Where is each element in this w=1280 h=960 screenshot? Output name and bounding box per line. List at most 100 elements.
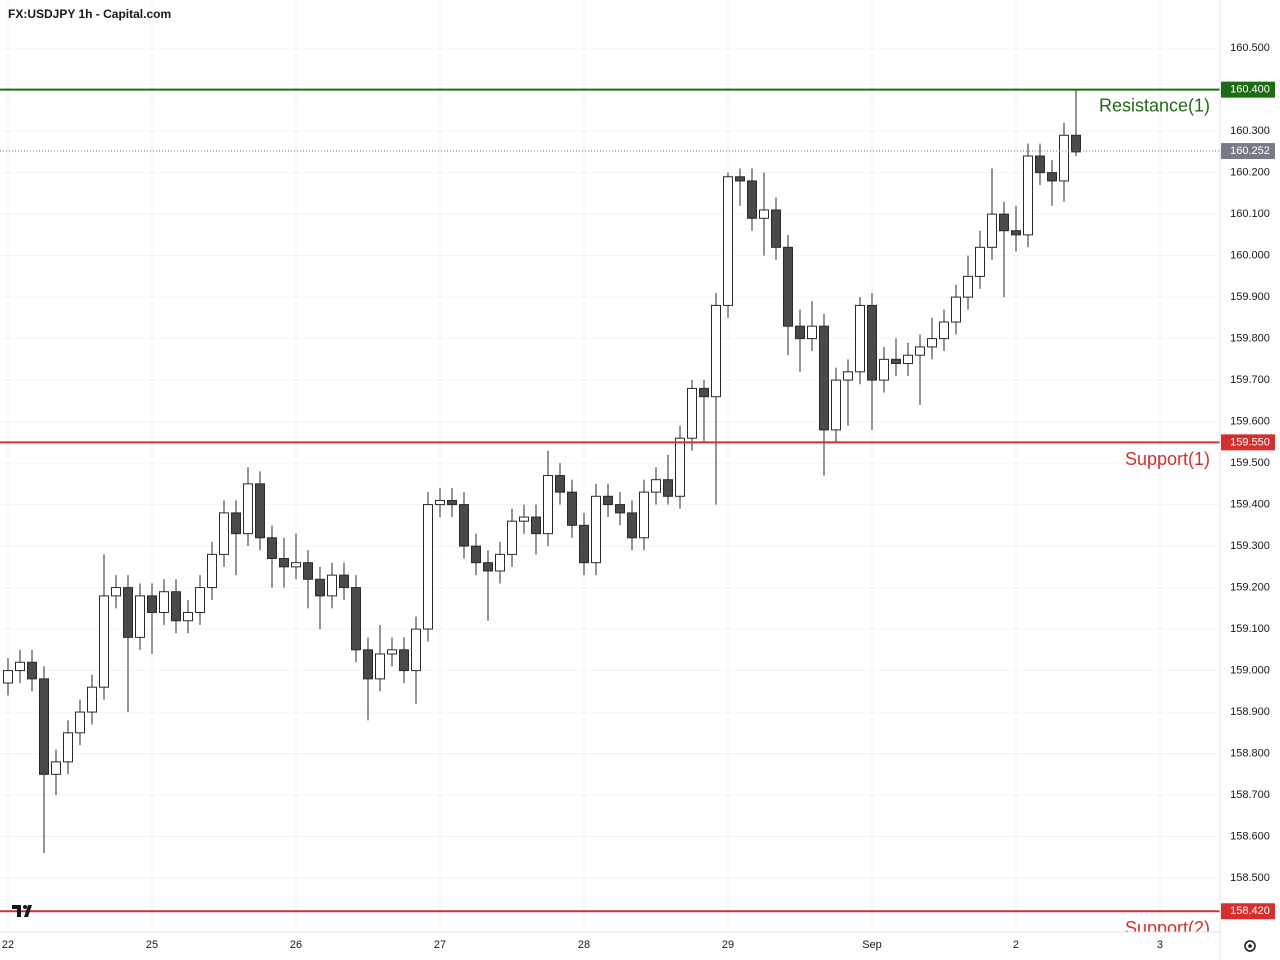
y-tick-label: 159.000 <box>1230 664 1270 676</box>
y-tick-label: 159.800 <box>1230 333 1270 345</box>
candle-body <box>938 321 949 340</box>
x-tick-label: 3 <box>1157 939 1163 951</box>
candle-body <box>602 495 613 506</box>
candle-body <box>38 678 49 775</box>
candle-body <box>434 499 445 506</box>
x-tick-label: 26 <box>290 939 302 951</box>
candle-body <box>206 553 217 589</box>
candle-body <box>746 180 757 219</box>
candle-body <box>494 553 505 572</box>
x-tick-label: 27 <box>434 939 446 951</box>
candle-body <box>302 562 313 580</box>
candle-body <box>110 587 121 597</box>
candle-body <box>974 246 985 277</box>
level-tag-label: 159.550 <box>1230 436 1270 448</box>
candle-body <box>350 587 361 651</box>
x-tick-label: 28 <box>578 939 590 951</box>
candle-body <box>866 304 877 381</box>
candle-body <box>482 562 493 572</box>
settings-icon[interactable] <box>1244 940 1256 952</box>
candle-body <box>806 325 817 340</box>
y-tick-label: 159.500 <box>1230 457 1270 469</box>
candle-body <box>218 512 229 555</box>
level-tag <box>1221 434 1275 451</box>
candle-body <box>230 512 241 535</box>
y-tick-label: 159.600 <box>1230 416 1270 428</box>
candle-body <box>98 595 109 688</box>
candle-body <box>1022 155 1033 236</box>
candle-body <box>50 761 61 775</box>
candle-body <box>422 504 433 630</box>
x-tick-label: 22 <box>2 939 14 951</box>
candle-body <box>2 670 13 684</box>
candle-body <box>734 176 745 182</box>
candle-body <box>290 562 301 568</box>
candle-body <box>926 338 937 348</box>
y-tick-label: 160.500 <box>1230 42 1270 54</box>
candle-body <box>146 595 157 613</box>
candle-body <box>902 354 913 365</box>
candle-body <box>950 296 961 323</box>
candle-body <box>854 304 865 373</box>
level-label: Support(1) <box>1125 449 1210 469</box>
candle-body <box>446 499 457 506</box>
candle-body <box>62 732 73 763</box>
candle-body <box>566 491 577 526</box>
candle-body <box>818 325 829 431</box>
y-tick-label: 158.800 <box>1230 747 1270 759</box>
candle-body <box>626 512 637 539</box>
y-tick-label: 159.300 <box>1230 540 1270 552</box>
candle-body <box>590 495 601 564</box>
last-price-tag <box>1221 143 1275 160</box>
candle-body <box>962 275 973 298</box>
candle-body <box>878 358 889 381</box>
candle-body <box>638 491 649 539</box>
candle-body <box>362 649 373 680</box>
level-label: Resistance(1) <box>1099 95 1210 115</box>
candle-body <box>986 213 997 248</box>
y-tick-label: 160.000 <box>1230 250 1270 262</box>
candle-body <box>338 574 349 589</box>
candle-body <box>998 213 1009 232</box>
y-tick-label: 158.600 <box>1230 830 1270 842</box>
y-tick-label: 159.100 <box>1230 623 1270 635</box>
candle-body <box>542 475 553 535</box>
candle-body <box>770 209 781 248</box>
candle-body <box>470 545 481 564</box>
candle-body <box>86 686 97 713</box>
level-tag <box>1221 903 1275 920</box>
x-tick-label: 25 <box>146 939 158 951</box>
candle-body <box>74 711 85 734</box>
candle-body <box>722 176 733 306</box>
y-tick-label: 158.500 <box>1230 872 1270 884</box>
candle-body <box>278 558 289 568</box>
level-tag <box>1221 81 1275 98</box>
x-tick-label: 2 <box>1013 939 1019 951</box>
candle-body <box>386 649 397 655</box>
y-tick-label: 159.400 <box>1230 498 1270 510</box>
level-tag-label: 158.420 <box>1230 905 1270 917</box>
chart-title: FX:USDJPY 1h - Capital.com <box>8 7 171 21</box>
candle-body <box>1046 172 1057 182</box>
candle-body <box>554 475 565 493</box>
candle-body <box>14 661 25 672</box>
y-tick-label: 160.200 <box>1230 167 1270 179</box>
candle-body <box>410 628 421 672</box>
candle-body <box>134 595 145 638</box>
candle-body <box>650 479 661 493</box>
y-tick-label: 158.700 <box>1230 789 1270 801</box>
candle-body <box>518 516 529 522</box>
candle-body <box>710 304 721 398</box>
candle-body <box>398 649 409 672</box>
y-tick-label: 159.200 <box>1230 581 1270 593</box>
candle-body <box>326 574 337 597</box>
candle-body <box>1070 134 1081 153</box>
y-tick-label: 160.300 <box>1230 125 1270 137</box>
plot-area: Resistance(1) Support(1) Support(2) <box>0 88 1220 932</box>
candle-body <box>674 437 685 497</box>
candle-body <box>158 591 169 613</box>
last-price-label: 160.252 <box>1230 145 1270 157</box>
y-tick-label: 160.100 <box>1230 208 1270 220</box>
